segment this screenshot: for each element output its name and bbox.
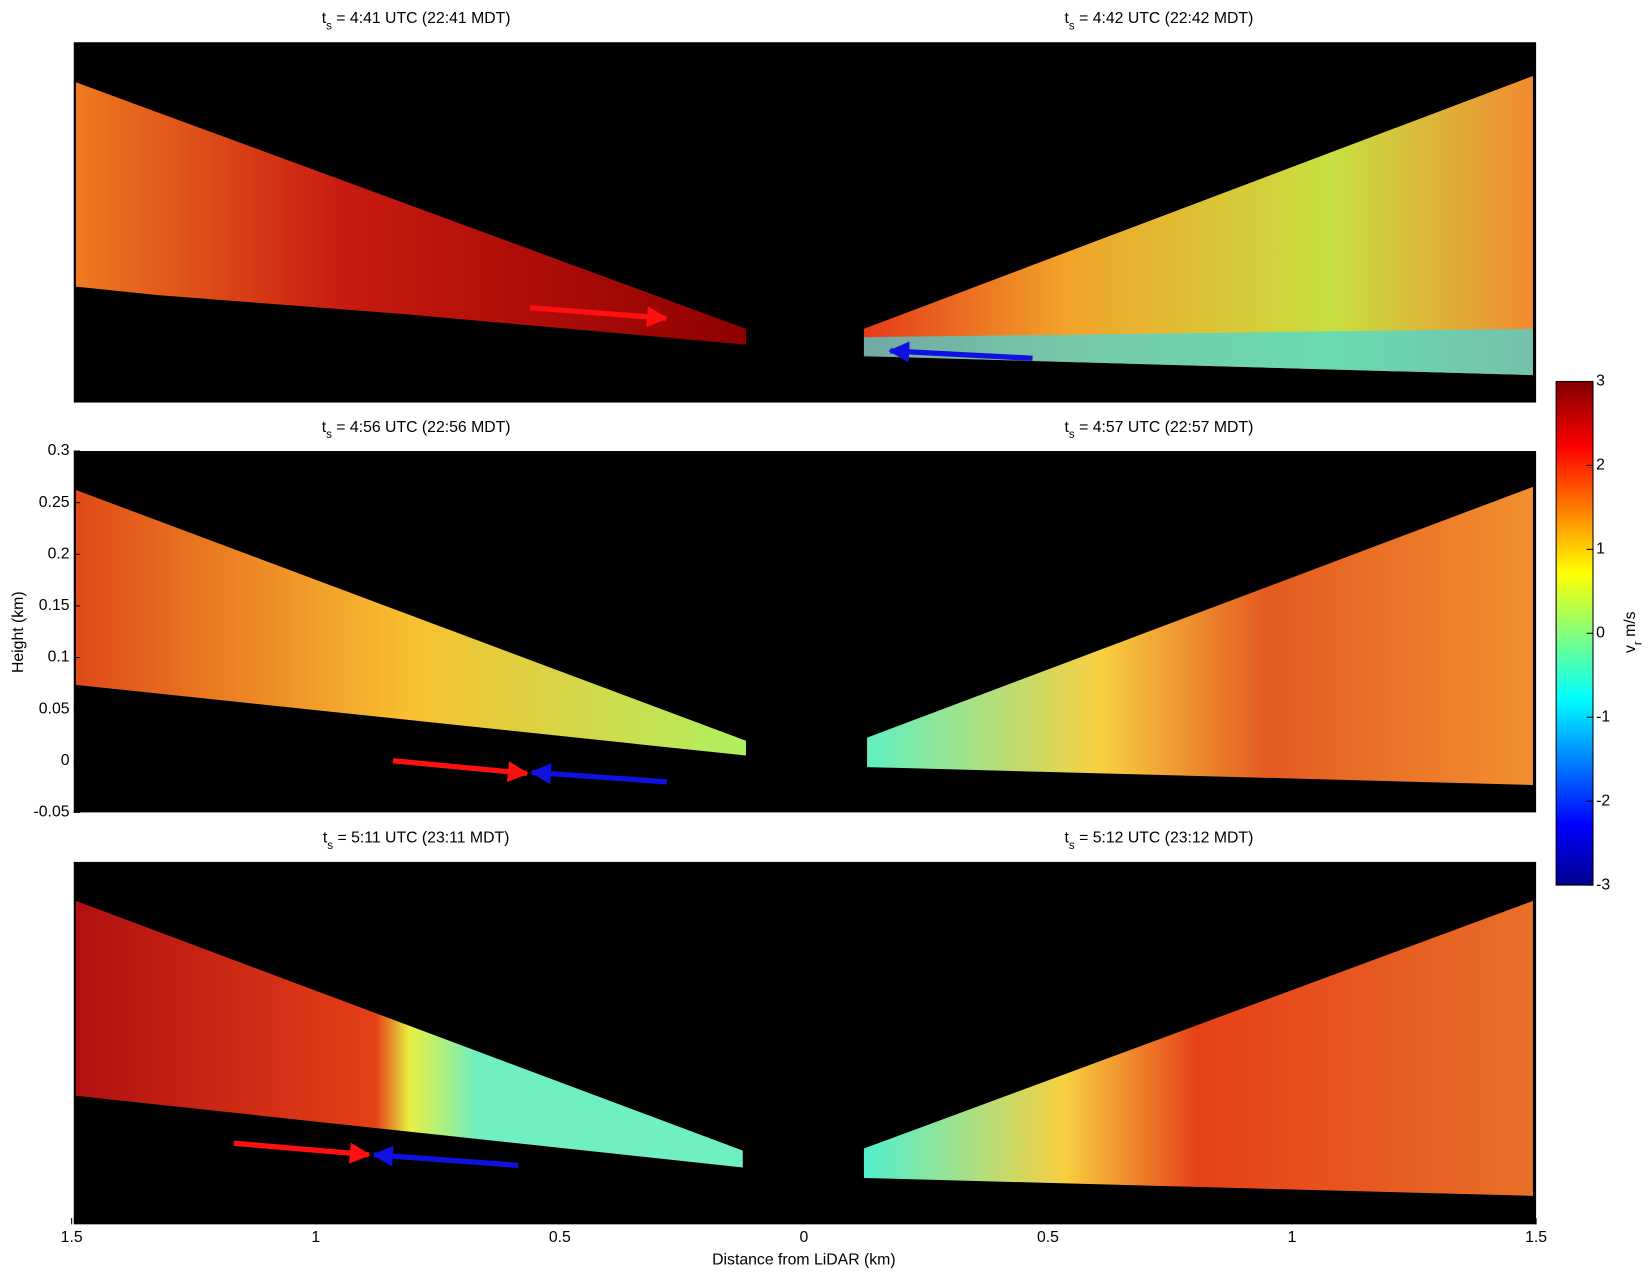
y-tick-label: 0.25 — [39, 494, 70, 511]
label: ts = 4:41 UTC (22:41 MDT) — [322, 10, 511, 32]
label-text: = 5:12 UTC (23:12 MDT) — [1075, 830, 1254, 847]
label-text: = 4:42 UTC (22:42 MDT) — [1075, 10, 1254, 27]
colorbar-label: vr m/s — [1622, 611, 1644, 653]
y-tick-label: 0.15 — [39, 597, 70, 614]
subscript: s — [1069, 20, 1075, 32]
colorbar-tick-label: 2 — [1596, 457, 1605, 474]
label-text: = 4:56 UTC (22:56 MDT) — [332, 419, 511, 436]
colorbar-tick-label: 3 — [1596, 373, 1605, 390]
colorbar-tick-label: -2 — [1596, 792, 1610, 809]
symbol: t — [323, 830, 328, 847]
arrow — [371, 1145, 519, 1168]
x-tick-label: 1.5 — [1525, 1229, 1547, 1246]
symbol: t — [322, 419, 327, 436]
x-tick-label: 1.5 — [61, 1229, 83, 1246]
symbol: v — [1622, 645, 1639, 653]
y-tick-label: 0 — [61, 752, 70, 769]
label-text: m/s — [1622, 611, 1639, 641]
label: ts = 4:42 UTC (22:42 MDT) — [1065, 10, 1254, 32]
label: ts = 5:11 UTC (23:11 MDT) — [323, 830, 510, 852]
colorbar-label-group: vr m/s — [1622, 611, 1644, 653]
scan-band — [863, 328, 1533, 376]
scan-wedge — [75, 82, 746, 345]
x-axis-label: Distance from LiDAR (km) — [712, 1251, 895, 1268]
symbol: t — [1065, 419, 1070, 436]
subscript: s — [327, 840, 333, 852]
y-tick-label: 0.2 — [48, 545, 70, 562]
symbol: t — [1065, 10, 1070, 27]
scan-wedge — [863, 75, 1533, 376]
arrow — [529, 305, 668, 328]
colorbar-tick-label: -1 — [1596, 708, 1610, 725]
subscript: s — [326, 20, 332, 32]
colorbar-tick-label: 0 — [1596, 624, 1605, 641]
arrow — [233, 1140, 371, 1164]
subscript: s — [1069, 429, 1075, 441]
symbol: t — [1065, 830, 1070, 847]
scan-wedge — [75, 900, 743, 1168]
scan-wedge — [863, 900, 1533, 1196]
y-tick-label: 0.1 — [48, 649, 70, 666]
y-axis-label: Height (km) — [10, 591, 27, 673]
label: ts = 4:56 UTC (22:56 MDT) — [322, 419, 511, 441]
x-tick-label: 0.5 — [549, 1229, 571, 1246]
arrow — [888, 341, 1033, 363]
subscript: s — [326, 429, 332, 441]
x-tick-label: 0 — [799, 1229, 808, 1246]
subscript: s — [1069, 840, 1075, 852]
subscript: r — [1632, 641, 1644, 645]
scan-wedge — [75, 490, 746, 756]
x-tick-label: 0.5 — [1037, 1229, 1059, 1246]
y-tick-label: -0.05 — [34, 804, 70, 821]
axes-group — [73, 42, 1594, 1225]
y-tick-label: 0.05 — [39, 700, 70, 717]
label: ts = 5:12 UTC (23:12 MDT) — [1065, 830, 1254, 852]
symbol: t — [322, 10, 327, 27]
colorbar-tick-label: 1 — [1596, 541, 1605, 558]
label-text: = 5:11 UTC (23:11 MDT) — [333, 830, 509, 847]
label-text: = 4:41 UTC (22:41 MDT) — [332, 10, 511, 27]
scan-wedge — [867, 486, 1533, 785]
label-text: = 4:57 UTC (22:57 MDT) — [1075, 419, 1254, 436]
y-tick-label: 0.3 — [48, 442, 70, 459]
x-tick-label: 1 — [1288, 1229, 1297, 1246]
x-tick-label: 1 — [311, 1229, 320, 1246]
arrow — [529, 763, 668, 785]
colorbar-tick-label: -3 — [1596, 876, 1610, 893]
label: ts = 4:57 UTC (22:57 MDT) — [1065, 419, 1254, 441]
arrow — [392, 758, 529, 783]
